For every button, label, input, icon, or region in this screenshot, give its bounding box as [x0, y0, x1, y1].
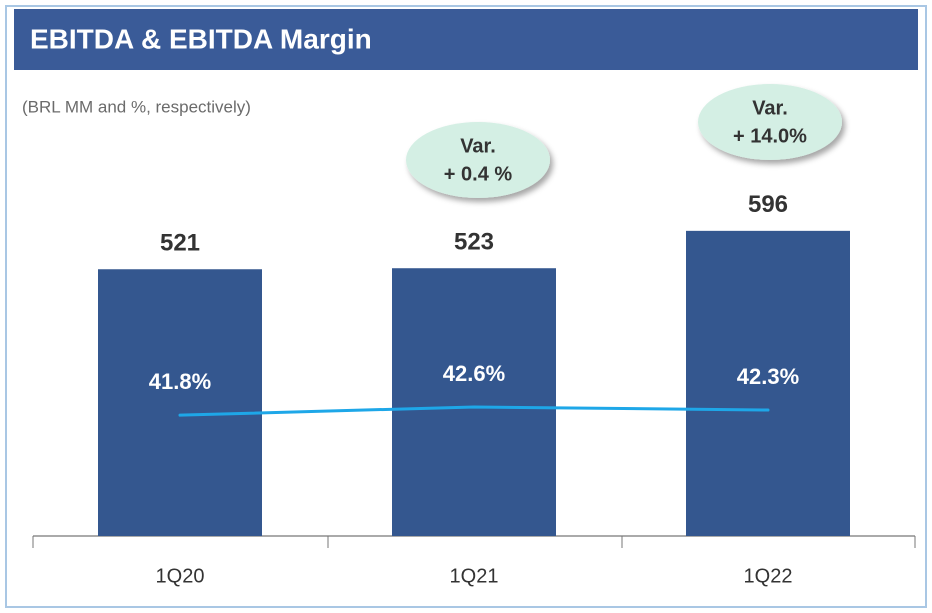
bar-value-label: 596: [748, 191, 788, 218]
annotation-bubble: [406, 122, 550, 198]
line-value-label: 42.3%: [737, 364, 799, 389]
x-tick-label: 1Q21: [450, 565, 499, 587]
x-tick-label: 1Q20: [156, 565, 205, 587]
line-value-label: 42.6%: [443, 361, 505, 386]
annotation-text: + 14.0%: [733, 125, 807, 147]
margin-line: [178, 405, 770, 417]
bar: [98, 269, 262, 536]
bar: [686, 230, 850, 536]
annotation-bubble: [698, 84, 842, 160]
subtitle: (BRL MM and %, respectively): [22, 97, 251, 116]
chart-title: EBITDA & EBITDA Margin: [30, 23, 372, 54]
bar-value-label: 521: [160, 230, 200, 257]
x-tick-label: 1Q22: [744, 565, 793, 587]
annotation-text: Var.: [460, 135, 496, 157]
header-bar: [14, 9, 918, 70]
bar-value-label: 523: [454, 229, 494, 256]
annotation-text: Var.: [752, 97, 788, 119]
line-value-label: 41.8%: [149, 369, 211, 394]
bar: [392, 268, 556, 536]
annotation-text: + 0.4 %: [444, 163, 513, 185]
